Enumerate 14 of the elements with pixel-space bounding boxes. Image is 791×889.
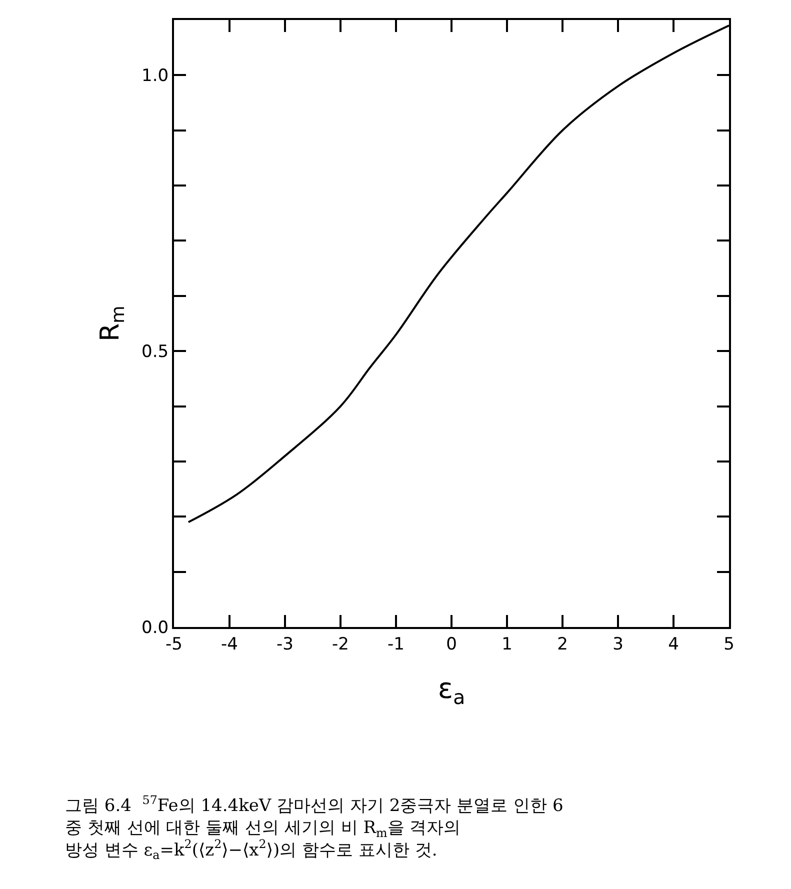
x-tick-label: 1 <box>502 634 512 654</box>
x-axis-title: ε$_{a}$ <box>438 672 466 709</box>
y-tick-label: 1.0 <box>142 66 169 86</box>
x-tick-label: 4 <box>668 634 679 654</box>
x-tick-label: 0 <box>446 634 457 654</box>
x-tick-label: -3 <box>276 634 294 654</box>
x-tick-label: -2 <box>332 634 349 654</box>
x-tick-label: 2 <box>557 634 568 654</box>
x-tick-label: -1 <box>388 634 404 654</box>
x-tick-label: -4 <box>221 634 238 654</box>
y-tick-label: 0.5 <box>142 342 169 362</box>
text: 그림 6.4 $^{57}$Fe의 14.4keV 감마선의 자기 2중극자 분열로 인한 6 중 첫째 선에 대한 둘째 선의 세기의 비 R$_{m}$을 격자의 방성 변수 ε$_{a}$=k$^{2}$(⟨z$^{2}$⟩−⟨x$^{2}$⟩)의 함수로 표시한 것. <box>65 793 564 862</box>
x-tick-label: 3 <box>612 634 624 654</box>
x-tick-label: 5 <box>724 634 734 654</box>
